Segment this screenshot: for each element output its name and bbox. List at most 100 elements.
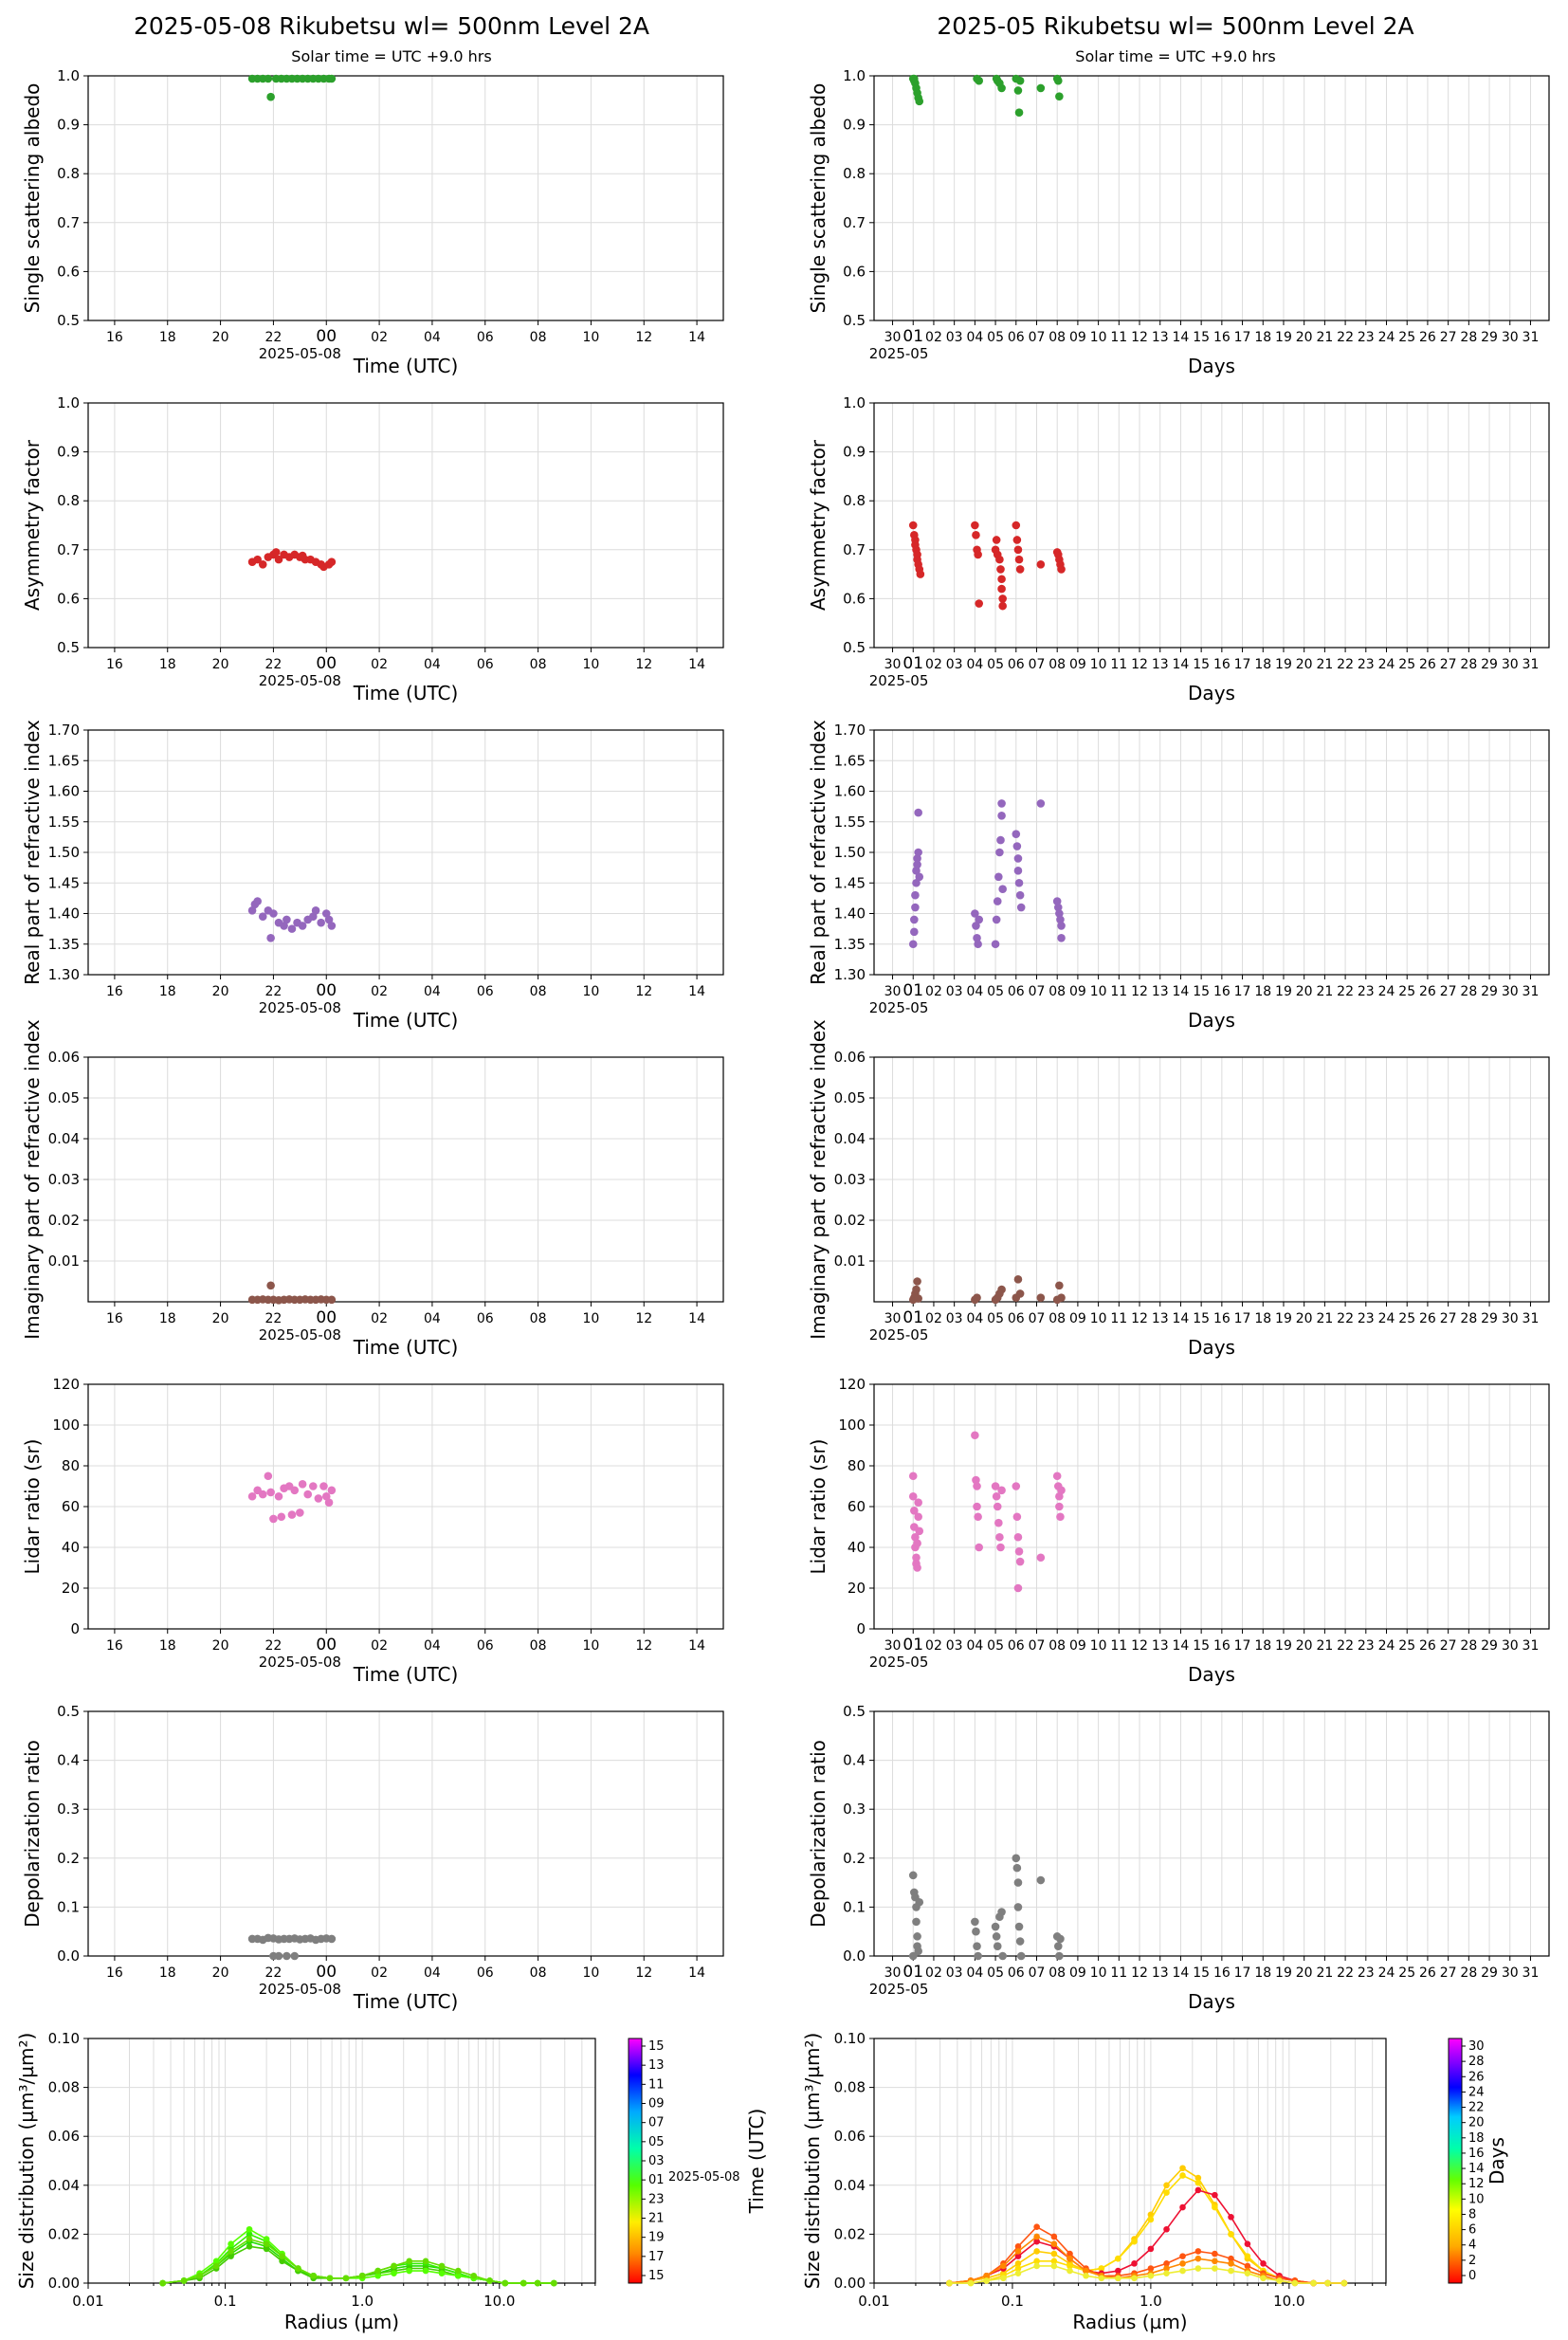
series-line — [949, 2174, 1344, 2284]
data-point — [391, 2262, 397, 2270]
y-tick-label: 0.8 — [843, 165, 866, 182]
x-tick-label: 09 — [1069, 1311, 1086, 1326]
x-tick-label: 16 — [106, 657, 123, 672]
x-date-label: 2025-05 — [869, 1326, 929, 1344]
data-point — [1131, 2238, 1138, 2245]
data-point — [1083, 2267, 1089, 2275]
x-tick-label: 20 — [1296, 984, 1313, 999]
x-tick-label: 16 — [1213, 657, 1231, 672]
data-point — [280, 922, 288, 930]
data-point — [314, 1494, 323, 1503]
x-tick-label: 19 — [1275, 1638, 1292, 1654]
y-tick-label: 120 — [52, 1376, 80, 1393]
x-tick-label: 02 — [925, 1965, 942, 1981]
colorbar-tick-label: 17 — [648, 2250, 665, 2264]
x-tick-label: 26 — [1419, 1965, 1436, 1981]
data-point — [1260, 2275, 1267, 2282]
data-point — [1057, 1486, 1066, 1495]
data-point — [196, 2272, 203, 2279]
right-depol-frame — [873, 1710, 1550, 1957]
x-tick-label: 01 — [903, 1308, 923, 1327]
data-point — [997, 83, 1006, 93]
y-tick-label: 1.50 — [834, 844, 866, 861]
colorbar-tick-label: 09 — [648, 2097, 665, 2111]
x-date-label: 2025-05 — [869, 999, 929, 1016]
right-asym-frame — [873, 402, 1550, 649]
y-tick-label: 1.60 — [48, 783, 80, 800]
data-point — [422, 2267, 429, 2275]
data-point — [971, 1917, 979, 1927]
data-point — [1053, 903, 1063, 912]
data-point — [1014, 2260, 1022, 2267]
y-tick-label: 100 — [52, 1417, 80, 1434]
x-tick-label: 28 — [1460, 1638, 1477, 1654]
x-tick-label: 06 — [1008, 330, 1025, 345]
x-tick-label: 25 — [1398, 657, 1415, 672]
data-point — [1016, 1951, 1026, 1961]
x-tick-label: 25 — [1398, 984, 1415, 999]
x-tick-label: 00 — [316, 1308, 337, 1327]
x-tick-label: 22 — [265, 1965, 283, 1981]
data-point — [912, 878, 921, 887]
y-tick-label: 0.06 — [834, 1049, 866, 1066]
x-tick-label: 27 — [1440, 1965, 1457, 1981]
x-tick-label: 11 — [1110, 657, 1127, 672]
x-tick-label: 22 — [265, 1311, 283, 1326]
y-tick-label: 0.1 — [843, 1898, 866, 1915]
x-tick-label: 05 — [987, 1311, 1004, 1326]
x-tick-label: 03 — [946, 657, 963, 672]
x-tick-label: 08 — [530, 1311, 547, 1326]
x-tick-label: 10 — [1090, 1965, 1107, 1981]
x-tick-label: 26 — [1419, 1311, 1436, 1326]
data-point — [470, 2272, 478, 2279]
x-tick-label: 11 — [1110, 1311, 1127, 1326]
data-point — [1050, 2240, 1058, 2248]
data-point — [972, 1475, 980, 1485]
colorbar-tick-label: 15 — [648, 2269, 665, 2283]
data-point — [1131, 2275, 1138, 2282]
x-tick-label: 10 — [1090, 984, 1107, 999]
x-tick-label: 30 — [884, 657, 902, 672]
data-point — [971, 521, 979, 530]
data-point — [1194, 2174, 1202, 2182]
x-tick-label: 18 — [159, 330, 176, 345]
y-tick-label: 0.04 — [834, 2177, 866, 2194]
y-tick-label: 0.5 — [843, 639, 866, 656]
y-tick-label: 1.30 — [834, 966, 866, 983]
data-point — [974, 1512, 982, 1522]
x-tick-label: 16 — [1213, 1638, 1231, 1654]
colorbar-tick-label: 23 — [648, 2192, 665, 2206]
data-point — [406, 2258, 413, 2265]
x-tick-label: 16 — [1213, 330, 1231, 345]
x-tick-label: 26 — [1419, 330, 1436, 345]
x-tick-label: 16 — [106, 984, 123, 999]
data-point — [228, 2253, 234, 2259]
x-axis-label: Radius (µm) — [1072, 2311, 1187, 2333]
x-tick-label: 09 — [1069, 1965, 1086, 1981]
x-tick-label: 15 — [1193, 657, 1210, 672]
y-tick-label: 1.60 — [834, 783, 866, 800]
x-tick-label: 18 — [159, 984, 176, 999]
y-tick-label: 1.65 — [834, 752, 866, 769]
data-point — [993, 897, 1002, 905]
colorbar-body — [628, 2038, 643, 2284]
y-tick-label: 1.55 — [48, 814, 80, 831]
data-point — [327, 1295, 337, 1305]
colorbar-tick-label: 03 — [648, 2154, 665, 2168]
x-tick-label: 23 — [1358, 657, 1375, 672]
data-point — [258, 912, 267, 922]
y-tick-label: 0.3 — [843, 1801, 866, 1818]
y-tick-label: 0.06 — [48, 2128, 80, 2145]
data-point — [246, 2231, 253, 2238]
y-tick-label: 0.10 — [48, 2030, 80, 2047]
data-point — [1012, 1512, 1022, 1522]
data-point — [1013, 86, 1023, 95]
x-tick-label: 25 — [1398, 330, 1415, 345]
y-tick-label: 0.6 — [843, 263, 866, 280]
y-tick-label: 0.8 — [57, 492, 80, 509]
data-point — [327, 922, 337, 930]
data-point — [974, 1951, 982, 1961]
data-point — [1013, 1583, 1023, 1593]
series-line — [162, 2238, 555, 2284]
x-date-label: 2025-05-08 — [259, 1981, 341, 1998]
